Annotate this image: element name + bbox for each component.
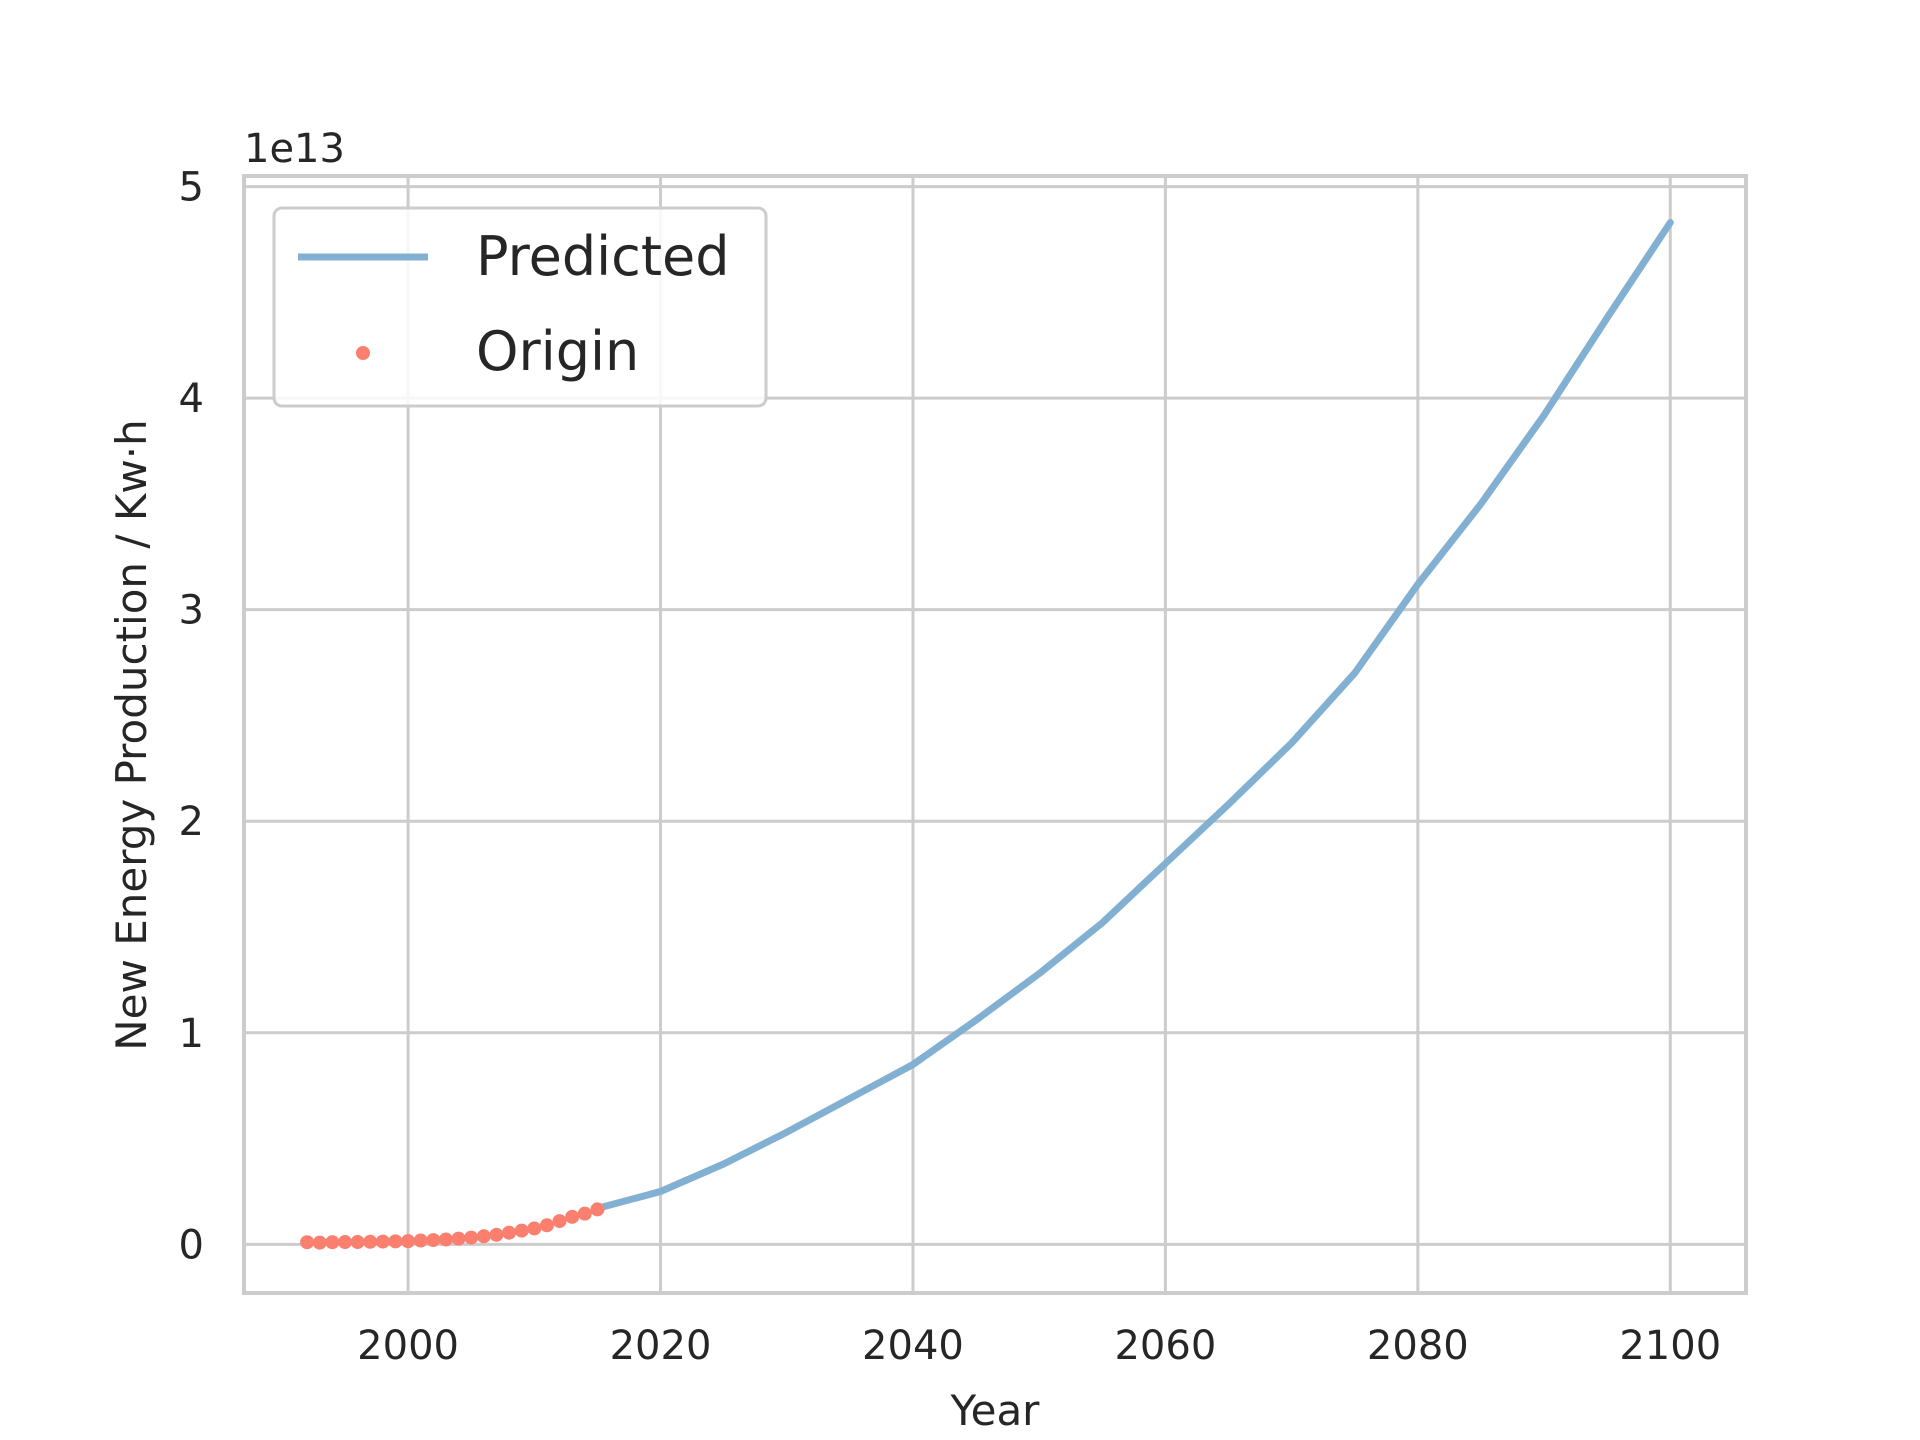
y-tick-label: 2 — [179, 799, 204, 845]
origin-point — [300, 1235, 315, 1250]
y-offset-text: 1e13 — [244, 126, 345, 172]
x-tick-label: 2040 — [862, 1323, 964, 1369]
plot-frame — [242, 174, 1748, 1295]
origin-point — [577, 1206, 592, 1221]
origin-point — [375, 1234, 390, 1249]
origin-point — [590, 1202, 605, 1217]
y-tick-label: 1 — [179, 1011, 204, 1057]
y-tick-label: 4 — [179, 376, 204, 422]
origin-point — [388, 1234, 403, 1249]
origin-point — [539, 1218, 554, 1233]
origin-point — [464, 1230, 479, 1245]
predicted-line — [593, 219, 1674, 1212]
origin-point — [438, 1232, 453, 1247]
x-tick-label: 2000 — [357, 1323, 459, 1369]
origin-point — [514, 1223, 529, 1238]
origin-point — [312, 1235, 327, 1250]
origin-point — [337, 1235, 352, 1250]
origin-point — [502, 1225, 517, 1240]
y-tick-label: 3 — [179, 588, 204, 634]
origin-point — [451, 1231, 466, 1246]
origin-point — [401, 1234, 416, 1249]
origin-point — [363, 1234, 378, 1249]
tick-labels: 2000 2020 2040 2060 2080 2100 0 1 2 3 4 5 — [179, 165, 1722, 1369]
origin-point — [552, 1214, 567, 1229]
legend-origin-swatch — [356, 346, 370, 360]
y-tick-label: 0 — [179, 1222, 204, 1268]
x-axis-label: Year — [950, 1386, 1041, 1435]
origin-point — [476, 1229, 491, 1244]
x-tick-label: 2100 — [1619, 1323, 1721, 1369]
legend-origin-label: Origin — [476, 320, 639, 383]
origin-point — [426, 1233, 441, 1248]
origin-point — [325, 1235, 340, 1250]
y-axis-label: New Energy Production / Kw·h — [107, 419, 156, 1051]
y-tick-label: 5 — [179, 165, 204, 211]
x-tick-label: 2020 — [610, 1323, 712, 1369]
origin-point — [527, 1221, 542, 1236]
origin-point — [565, 1209, 580, 1224]
legend: Predicted Origin — [272, 206, 768, 408]
x-tick-label: 2080 — [1367, 1323, 1469, 1369]
series-layer — [300, 219, 1674, 1250]
origin-point — [350, 1235, 365, 1250]
origin-point — [413, 1233, 428, 1248]
x-tick-label: 2060 — [1114, 1323, 1216, 1369]
origin-point — [489, 1227, 504, 1242]
legend-predicted-label: Predicted — [476, 225, 730, 288]
